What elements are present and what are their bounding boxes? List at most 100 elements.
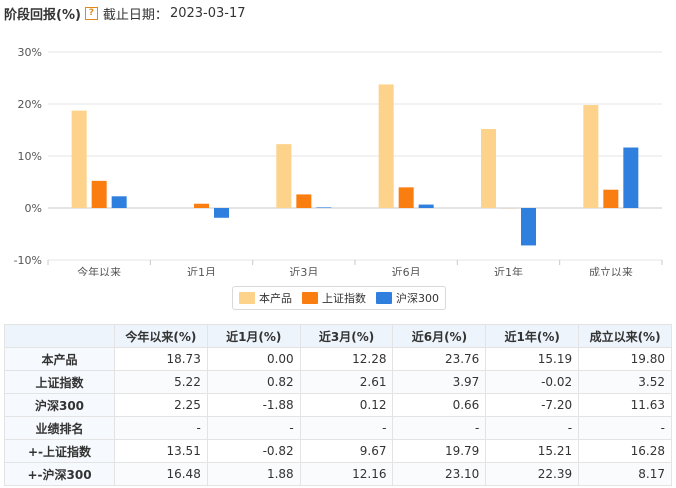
- table-header-6m: 近6月(%): [392, 324, 487, 348]
- table-header-1y: 近1年(%): [485, 324, 580, 348]
- deadline-label: 截止日期：: [102, 7, 168, 23]
- table-cell: -: [114, 416, 208, 440]
- row-label: +-上证指数: [4, 439, 115, 463]
- table-cell: 23.76: [392, 347, 487, 371]
- legend-label-product: 本产品: [259, 292, 292, 305]
- row-label: +-沪深300: [4, 462, 115, 486]
- table-header-ytd: 今年以来(%): [114, 324, 208, 348]
- table-header-3m: 近3月(%): [299, 324, 394, 348]
- table-cell: 18.73: [114, 347, 208, 371]
- x-tick-label: 近6月: [392, 266, 421, 276]
- table-cell: -: [578, 416, 672, 440]
- chart-header: 阶段回报(%) ? 截止日期： 2023-03-17: [4, 2, 246, 24]
- table-cell: 12.28: [299, 347, 394, 371]
- table-cell: -: [392, 416, 487, 440]
- table-row: 沪深300 2.25 -1.88 0.12 0.66 -7.20 11.63: [4, 393, 672, 417]
- legend-swatch-product: [239, 292, 255, 304]
- table-cell: 23.10: [392, 462, 487, 486]
- legend-item-csi300[interactable]: 沪深300: [376, 290, 439, 306]
- table-cell: -7.20: [485, 393, 580, 417]
- table-cell: -0.82: [206, 439, 301, 463]
- table-cell: 19.80: [578, 347, 672, 371]
- table-cell: 2.25: [114, 393, 208, 417]
- returns-bar-chart: 30% 20% 10% 0% -10% 今年以来 近1月 近3月 近6月 近1年 成立以来: [14, 46, 663, 276]
- table-cell: 3.97: [392, 370, 487, 394]
- bar: [214, 208, 229, 218]
- bar: [71, 110, 87, 208]
- y-tick-label: -10%: [14, 254, 42, 267]
- legend-label-csi300: 沪深300: [396, 292, 439, 305]
- bar: [583, 105, 599, 208]
- table-cell: 12.16: [299, 462, 394, 486]
- table-cell: -: [299, 416, 394, 440]
- table-header-row: 今年以来(%) 近1月(%) 近3月(%) 近6月(%) 近1年(%) 成立以来…: [4, 324, 672, 348]
- bar: [378, 84, 394, 208]
- table-cell: -1.88: [206, 393, 301, 417]
- legend-swatch-sse: [302, 292, 318, 304]
- row-label: 沪深300: [4, 393, 115, 417]
- bar: [398, 187, 414, 208]
- table-cell: 9.67: [299, 439, 394, 463]
- table-cell: 11.63: [578, 393, 672, 417]
- table-cell: 22.39: [485, 462, 580, 486]
- table-row: 本产品 18.73 0.00 12.28 23.76 15.19 19.80: [4, 347, 672, 371]
- y-tick-label: 10%: [18, 150, 42, 163]
- x-tick-label: 近1月: [187, 266, 216, 276]
- table-cell: 3.52: [578, 370, 672, 394]
- help-icon[interactable]: ?: [84, 6, 98, 20]
- bar: [418, 204, 434, 208]
- table-cell: 0.66: [392, 393, 487, 417]
- bar: [91, 180, 107, 208]
- bar: [316, 207, 332, 208]
- x-tick-label: 今年以来: [77, 265, 121, 276]
- legend-item-sse[interactable]: 上证指数: [302, 290, 366, 306]
- table-cell: 0.12: [299, 393, 394, 417]
- table-cell: -: [485, 416, 580, 440]
- row-label: 上证指数: [4, 370, 115, 394]
- table-cell: 5.22: [114, 370, 208, 394]
- bar: [481, 129, 496, 208]
- bar: [194, 203, 209, 208]
- row-label: 本产品: [4, 347, 115, 371]
- y-tick-label: 0%: [25, 202, 42, 215]
- legend-swatch-csi300: [376, 292, 392, 304]
- table-cell: 0.00: [206, 347, 301, 371]
- table-cell: 8.17: [578, 462, 672, 486]
- table-cell: 19.79: [392, 439, 487, 463]
- chart-title: 阶段回报(%): [4, 7, 81, 23]
- bar: [111, 196, 127, 208]
- deadline-date: 2023-03-17: [169, 5, 246, 21]
- table-header-corner: [4, 324, 115, 348]
- x-tick-label: 近1年: [494, 265, 523, 276]
- legend-label-sse: 上证指数: [322, 292, 366, 305]
- table-cell: 1.88: [206, 462, 301, 486]
- bar: [296, 194, 312, 208]
- table-header-1m: 近1月(%): [206, 324, 301, 348]
- table-row: 上证指数 5.22 0.82 2.61 3.97 -0.02 3.52: [4, 370, 672, 394]
- x-tick-label: 成立以来: [589, 265, 633, 276]
- row-label: 业绩排名: [4, 416, 115, 440]
- chart-legend: 本产品 上证指数 沪深300: [232, 286, 446, 310]
- x-tick-label: 近3月: [289, 266, 318, 276]
- bar: [276, 144, 292, 208]
- table-header-inception: 成立以来(%): [578, 324, 672, 348]
- table-row: +-沪深300 16.48 1.88 12.16 23.10 22.39 8.1…: [4, 462, 672, 486]
- bar: [623, 147, 639, 208]
- y-tick-label: 30%: [18, 46, 42, 59]
- table-cell: 15.19: [485, 347, 580, 371]
- table-cell: 16.28: [578, 439, 672, 463]
- table-cell: 2.61: [299, 370, 394, 394]
- bar: [603, 189, 619, 208]
- table-cell: 15.21: [485, 439, 580, 463]
- table-row: 业绩排名 - - - - - -: [4, 416, 672, 440]
- table-cell: 0.82: [206, 370, 301, 394]
- table-row: +-上证指数 13.51 -0.82 9.67 19.79 15.21 16.2…: [4, 439, 672, 463]
- table-cell: 16.48: [114, 462, 208, 486]
- table-cell: -0.02: [485, 370, 580, 394]
- legend-item-product[interactable]: 本产品: [239, 290, 292, 306]
- y-tick-label: 20%: [18, 98, 42, 111]
- bar: [521, 208, 536, 246]
- table-cell: -: [206, 416, 301, 440]
- performance-table: 今年以来(%) 近1月(%) 近3月(%) 近6月(%) 近1年(%) 成立以来…: [4, 324, 672, 486]
- table-cell: 13.51: [114, 439, 208, 463]
